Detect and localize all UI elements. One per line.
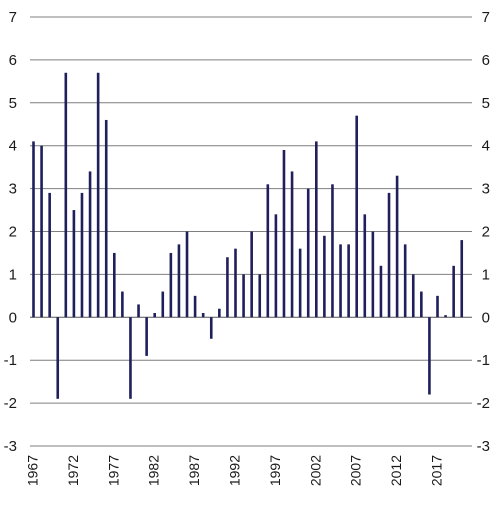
bar-2001 <box>306 188 310 318</box>
y-tick-label-right: 7 <box>482 9 490 26</box>
bar-1967 <box>32 141 35 318</box>
bar-1979 <box>129 317 132 399</box>
bar-1992 <box>234 248 237 318</box>
bar-2000 <box>298 248 302 318</box>
y-tick-label-right: 0 <box>482 309 490 326</box>
bar-2013 <box>403 244 407 318</box>
bar-2005 <box>339 244 342 318</box>
bar-1980 <box>137 304 140 318</box>
bar-1988 <box>201 313 205 318</box>
bar-1987 <box>193 295 197 318</box>
bar-2008 <box>363 214 367 318</box>
bar-1985 <box>177 244 181 318</box>
y-tick-label-left: -3 <box>4 438 17 455</box>
y-tick-label-left: -2 <box>4 395 17 412</box>
bar-1986 <box>185 231 189 318</box>
bar-2011 <box>387 192 391 318</box>
bar-2014 <box>411 274 415 318</box>
bar-2009 <box>371 231 375 318</box>
bar-1971 <box>64 72 68 318</box>
bar-2003 <box>323 235 326 318</box>
y-tick-label-left: 5 <box>9 95 17 112</box>
y-tick-label-right: 4 <box>482 138 490 155</box>
y-tick-label-right: -2 <box>477 395 490 412</box>
bar-1981 <box>145 317 148 356</box>
bar-1983 <box>161 291 165 318</box>
bar-2007 <box>355 115 358 318</box>
x-tick-label: 1967 <box>25 455 41 486</box>
y-tick-label-left: 6 <box>9 52 17 69</box>
bar-1991 <box>226 257 229 318</box>
y-tick-label-right: -1 <box>477 352 490 369</box>
bar-2015 <box>420 291 423 318</box>
bar-1977 <box>113 252 116 318</box>
x-tick-label: 2002 <box>307 455 323 486</box>
bar-2004 <box>331 184 334 318</box>
bar-1994 <box>250 231 253 318</box>
y-tick-label-left: 3 <box>9 181 17 198</box>
bar-1976 <box>104 119 108 318</box>
bar-2020 <box>460 240 464 318</box>
y-tick-label-left: 0 <box>9 309 17 326</box>
y-tick-label-left: 2 <box>9 224 17 241</box>
x-tick-label: 2007 <box>348 455 364 486</box>
bar-1997 <box>274 214 278 318</box>
x-tick-label: 1982 <box>146 455 162 486</box>
y-axis-left: -3 -2 -1 0 1 2 3 4 5 6 7 <box>4 9 17 455</box>
y-tick-label-right: 3 <box>482 181 490 198</box>
y-tick-label-right: 5 <box>482 95 490 112</box>
bar-1989 <box>209 317 213 339</box>
bar-1975 <box>96 72 100 318</box>
bar-1982 <box>153 313 156 318</box>
x-tick-label: 2012 <box>388 455 404 486</box>
bar-2017 <box>436 295 439 318</box>
bar-2012 <box>395 175 399 318</box>
y-tick-label-left: -1 <box>4 352 17 369</box>
bar-2019 <box>452 265 455 318</box>
bar-1972 <box>72 210 76 318</box>
bar-2016 <box>428 317 431 395</box>
y-tick-label-right: -3 <box>477 438 490 455</box>
x-axis: 1967 1972 1977 1982 1987 1992 1997 2002 2007 2012… <box>25 455 445 486</box>
bar-1970 <box>56 317 60 399</box>
x-tick-label: 1992 <box>227 455 243 486</box>
x-tick-label: 1977 <box>105 455 121 486</box>
bar-1998 <box>282 149 286 318</box>
x-tick-label: 2017 <box>429 455 445 486</box>
y-tick-label-right: 6 <box>482 52 490 69</box>
bar-1996 <box>266 184 270 318</box>
y-tick-label-left: 1 <box>9 266 17 283</box>
y-tick-label-left: 7 <box>9 9 17 26</box>
y-axis-right: -3 -2 -1 0 1 2 3 4 5 6 7 <box>477 9 490 455</box>
bar-2010 <box>379 265 383 318</box>
bar-1978 <box>121 291 124 318</box>
y-tick-label-left: 4 <box>9 138 17 155</box>
bar-1973 <box>80 192 84 318</box>
bars <box>32 72 464 399</box>
x-tick-label: 1987 <box>186 455 202 486</box>
bar-1990 <box>218 308 221 318</box>
y-tick-label-right: 2 <box>482 224 490 241</box>
bar-1999 <box>290 171 294 318</box>
y-tick-label-right: 1 <box>482 266 490 283</box>
bar-1974 <box>88 171 92 318</box>
bar-1993 <box>242 274 245 318</box>
bar-2006 <box>347 244 350 318</box>
bar-2018 <box>444 315 447 318</box>
bar-2002 <box>315 141 318 318</box>
bar-1995 <box>258 274 262 318</box>
x-tick-label: 1972 <box>65 455 81 486</box>
bar-1968 <box>40 145 43 318</box>
x-tick-label: 1997 <box>267 455 283 486</box>
bar-1969 <box>48 192 51 318</box>
bar-1984 <box>169 252 173 318</box>
